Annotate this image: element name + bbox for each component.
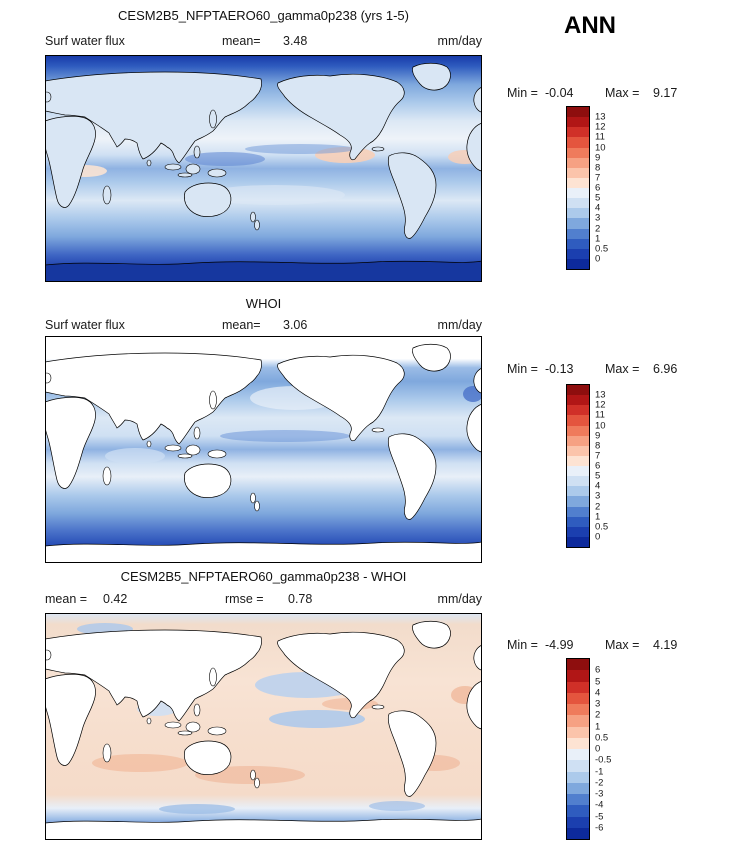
- panel1-mean-label: mean=: [222, 34, 261, 48]
- panel3-title: CESM2B5_NFPTAERO60_gamma0p238 - WHOI: [120, 569, 407, 584]
- panel1-max-value: 9.17: [653, 86, 678, 100]
- panel2-max-value: 6.96: [653, 362, 678, 376]
- panel1-colorbar: 13 12 11 10 9 8 7 6 5 4 3 2 1 0.5 0: [566, 106, 636, 276]
- panel2-mean-value: 3.06: [283, 318, 308, 332]
- panel1-stats-row: Surf water flux mean= 3.48 mm/day: [45, 34, 482, 50]
- panel3-min-value: -4.99: [545, 638, 574, 652]
- panel2-min-label: Min =: [507, 362, 538, 376]
- panel3-mean-value: 0.42: [103, 592, 128, 606]
- panel3-mean-label: mean =: [45, 592, 88, 606]
- obs-map: [45, 336, 482, 563]
- panel1-minmax: Min = -0.04 Max = 9.17: [507, 86, 692, 102]
- panel1-min-label: Min =: [507, 86, 538, 100]
- panel2-max-label: Max =: [605, 362, 640, 376]
- panel3-stats-row: mean = 0.42 rmse = 0.78 mm/day: [45, 592, 482, 608]
- panel3-max-value: 4.19: [653, 638, 678, 652]
- panel2-stats-row: Surf water flux mean= 3.06 mm/day: [45, 318, 482, 334]
- panel2-colorbar: 13 12 11 10 9 8 7 6 5 4 3 2 1 0.5 0: [566, 384, 636, 554]
- panel1-units-label: mm/day: [437, 34, 482, 48]
- panel2-title: WHOI: [245, 296, 282, 311]
- panel3-minmax: Min = -4.99 Max = 4.19: [507, 638, 692, 654]
- panel3-colorbar: 6 5 4 3 2 1 0.5 0 -0.5 -1 -2 -3 -4 -5 -6: [566, 658, 636, 846]
- panel2-mean-label: mean=: [222, 318, 261, 332]
- panel3-rmse-label: rmse =: [225, 592, 264, 606]
- panel2-field-label: Surf water flux: [45, 318, 125, 332]
- panel3-min-label: Min =: [507, 638, 538, 652]
- panel3-units-label: mm/day: [437, 592, 482, 606]
- panel3-max-label: Max =: [605, 638, 640, 652]
- panel1-mean-value: 3.48: [283, 34, 308, 48]
- season-label: ANN: [564, 12, 616, 39]
- panel2-min-value: -0.13: [545, 362, 574, 376]
- panel3-rmse-value: 0.78: [288, 592, 313, 606]
- model-map: [45, 55, 482, 282]
- panel1-title: CESM2B5_NFPTAERO60_gamma0p238 (yrs 1-5): [118, 8, 409, 23]
- panel1-min-value: -0.04: [545, 86, 574, 100]
- panel2-minmax: Min = -0.13 Max = 6.96: [507, 362, 692, 378]
- panel2-units-label: mm/day: [437, 318, 482, 332]
- difference-map: [45, 613, 482, 840]
- panel1-max-label: Max =: [605, 86, 640, 100]
- panel1-field-label: Surf water flux: [45, 34, 125, 48]
